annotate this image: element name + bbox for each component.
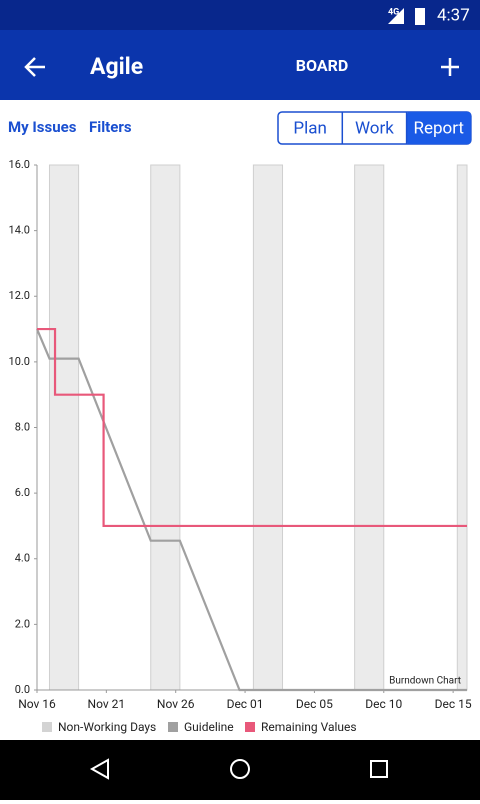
network-type: 4G — [388, 7, 399, 17]
y-tick-label: 14.0 — [9, 224, 30, 237]
series-line — [37, 327, 467, 528]
chart-annotation: Burndown Chart — [389, 676, 461, 687]
x-tick-label: Dec 10 — [365, 697, 402, 711]
app-title: Agile — [90, 53, 143, 80]
segment-button[interactable]: Report — [414, 118, 464, 138]
segment-selected — [406, 112, 471, 144]
x-tick-label: Dec 15 — [435, 697, 472, 711]
clock: 4:37 — [437, 5, 470, 25]
nav-back[interactable] — [89, 758, 109, 780]
non-working-band — [354, 164, 385, 691]
legend-label: Guideline — [184, 720, 234, 734]
app-bar — [0, 30, 480, 100]
add-button[interactable] — [441, 58, 459, 76]
non-working-band — [150, 164, 181, 691]
legend-swatch — [245, 722, 255, 732]
signal-icon — [388, 8, 404, 24]
legend-label: Non-Working Days — [58, 720, 156, 734]
nav-bar — [0, 740, 480, 800]
y-tick-label: 0.0 — [15, 683, 30, 696]
legend-swatch — [42, 722, 52, 732]
y-tick-label: 16.0 — [9, 158, 30, 171]
status-bar — [0, 0, 480, 30]
y-tick-label: 2.0 — [15, 617, 30, 630]
y-tick-label: 4.0 — [15, 552, 30, 565]
y-tick-label: 8.0 — [15, 420, 30, 433]
my-issues-link[interactable]: My Issues — [8, 118, 77, 136]
nav-recents[interactable] — [370, 760, 388, 778]
non-working-band — [48, 164, 80, 691]
board-tab[interactable]: BOARD — [296, 56, 348, 75]
segment-button[interactable]: Work — [355, 118, 394, 138]
segment-button[interactable]: Plan — [293, 118, 327, 138]
legend-label: Remaining Values — [261, 720, 357, 734]
series-line — [35, 328, 467, 692]
non-working-band — [252, 164, 284, 691]
legend-swatch — [168, 722, 178, 732]
back-button[interactable] — [24, 57, 45, 77]
x-tick-label: Nov 21 — [88, 697, 126, 711]
battery-icon — [415, 8, 425, 25]
y-tick-label: 12.0 — [9, 289, 30, 302]
x-tick-label: Nov 16 — [18, 697, 56, 711]
x-tick-label: Nov 26 — [157, 697, 195, 711]
x-tick-label: Dec 01 — [227, 697, 264, 711]
nav-home[interactable] — [230, 759, 250, 779]
y-tick-label: 10.0 — [9, 355, 30, 368]
filters-link[interactable]: Filters — [89, 118, 132, 136]
y-tick-label: 6.0 — [15, 486, 30, 499]
x-tick-label: Dec 05 — [296, 697, 333, 711]
non-working-band — [456, 164, 468, 691]
